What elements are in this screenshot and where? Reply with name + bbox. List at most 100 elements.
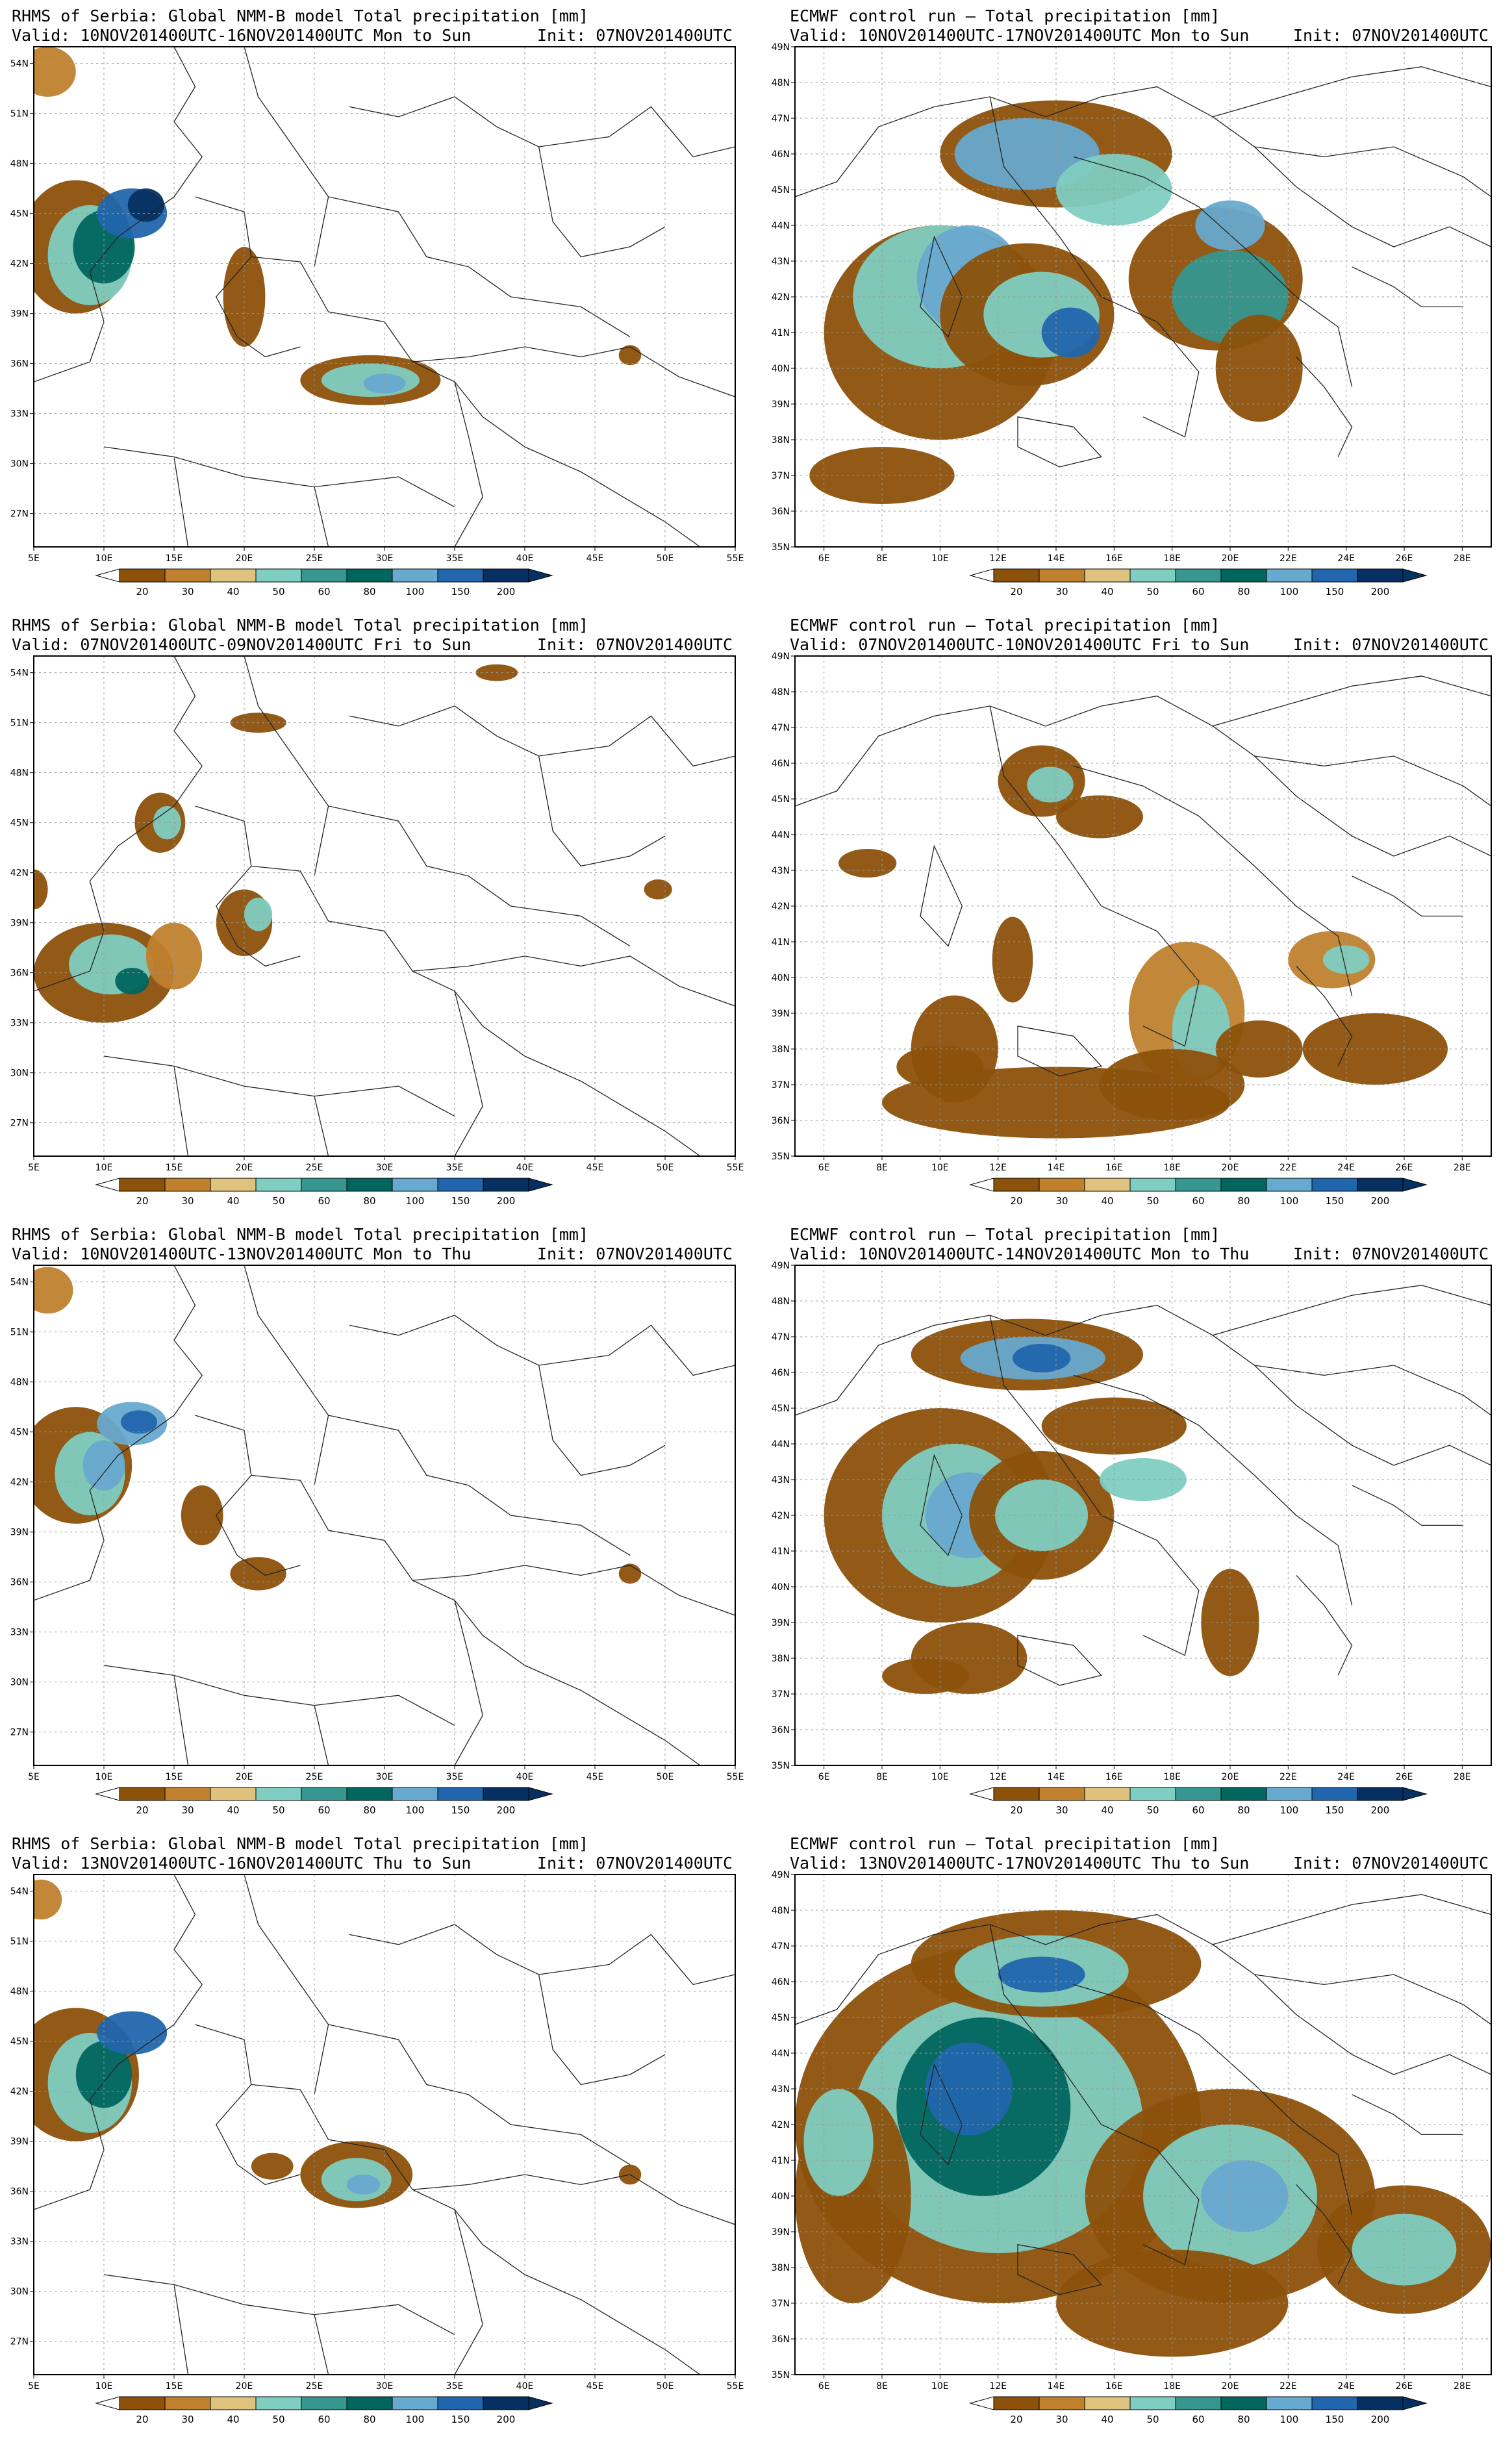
lat-tick-label: 41N [772,328,790,338]
lon-tick-label: 20E [236,2381,253,2392]
precip-area [34,1879,62,1920]
colorbar-label: 150 [451,2414,470,2425]
precip-area [34,869,48,910]
map-svg: 6E 8E 10E 12E 14E 16E 18E 20E 22E 24E 26E 28E 49N 48N… [772,1261,1492,1816]
lon-tick-label: 12E [989,1772,1007,1782]
lon-tick-label: 40E [516,553,534,564]
map-panel-p8: ECMWF control run – Total precipitation … [756,1828,1512,2437]
valid-period: Valid: 10NOV201400UTC-16NOV201400UTC Mon… [12,26,472,45]
lat-tick-label: 33N [10,1018,29,1029]
graticule: 5E 10E 15E 20E 25E 30E 35E 40E 45E 50E 55E 54N 51N 48… [10,1875,744,2392]
colorbar-swatch [437,1178,484,1192]
lat-tick-label: 39N [10,309,29,320]
map-frame [33,1265,736,1766]
colorbar-label: 100 [1280,586,1299,598]
lat-tick-label: 38N [772,1654,790,1664]
precip-area [954,118,1100,190]
lat-tick-label: 33N [10,409,29,420]
lat-tick-label: 46N [772,1368,790,1378]
colorbar-label: 50 [1146,1195,1159,1207]
lon-tick-label: 26E [1396,1163,1413,1173]
colorbar-label: 150 [451,586,470,598]
lat-tick-label: 42N [772,1511,790,1521]
lon-tick-label: 50E [657,553,674,564]
precip-area [115,967,149,995]
lon-tick-label: 20E [1222,1163,1239,1173]
precip-area [809,447,955,504]
lat-tick-label: 47N [772,114,790,124]
lat-tick-label: 45N [10,2037,29,2047]
precip-area [251,2153,294,2180]
colorbar-label: 200 [1371,586,1390,598]
panel-title: ECMWF control run – Total precipitation … [790,616,1220,635]
precip-area [838,849,897,878]
lon-tick-label: 26E [1396,2381,1413,2392]
precip-area [926,2042,1013,2136]
lon-tick-label: 25E [306,1772,323,1782]
panel-title: ECMWF control run – Total precipitation … [790,6,1220,25]
lon-tick-label: 28E [1454,1163,1471,1173]
country-borders [34,47,735,547]
colorbar-swatch [1220,1178,1267,1192]
lat-tick-label: 37N [772,471,790,481]
lat-tick-label: 35N [772,1761,790,1771]
init-time: Init: 07NOV201400UTC [536,26,733,45]
map-panel-p1: RHMS of Serbia: Global NMM-B model Total… [0,0,756,609]
lat-tick-label: 49N [772,42,790,53]
lat-tick-label: 30N [10,2287,29,2297]
colorbar-swatch [1084,568,1131,583]
lon-tick-label: 45E [586,2381,604,2392]
lon-tick-label: 12E [989,553,1007,564]
lat-tick-label: 30N [10,459,29,470]
precip-area [1056,154,1172,225]
colorbar-swatch [164,2396,211,2410]
colorbar-label: 80 [363,1195,375,1207]
country-borders [795,66,1491,468]
lat-tick-label: 37N [772,2299,790,2309]
precip-area [363,373,406,394]
colorbar-label: 80 [1237,1195,1250,1207]
colorbar-label: 30 [181,1804,194,1816]
colorbar-label: 80 [363,2414,375,2425]
lat-tick-label: 49N [772,1870,790,1880]
colorbar-label: 40 [227,1195,239,1207]
lat-tick-label: 45N [772,2013,790,2023]
colorbar-swatch [301,568,347,583]
precip-area [1027,766,1074,803]
valid-period: Valid: 07NOV201400UTC-09NOV201400UTC Fri… [12,635,472,654]
colorbar: 20 30 40 50 60 80 100 150 200 [95,2396,553,2425]
panel-title: RHMS of Serbia: Global NMM-B model Total… [12,1834,589,1853]
precipitation-field [795,1285,1491,1694]
colorbar-swatch [210,1787,257,1801]
lat-tick-label: 40N [772,2191,790,2202]
map-panel-p6: ECMWF control run – Total precipitation … [756,1218,1512,1828]
colorbar-swatch [1039,568,1085,583]
precip-area [153,806,181,840]
lon-tick-label: 16E [1105,2381,1123,2392]
colorbar-label: 100 [1280,2414,1299,2425]
lon-tick-label: 6E [818,1163,830,1173]
country-borders [34,1875,735,2375]
precipitation-field [795,676,1491,1139]
lat-tick-label: 51N [10,1328,29,1338]
map-svg: 5E 10E 15E 20E 25E 30E 35E 40E 45E 50E 55E 54N 51N 48… [10,46,744,598]
colorbar-label: 80 [1237,1804,1250,1816]
country-borders [795,676,1491,1077]
precipitation-field [795,66,1491,504]
lon-tick-label: 26E [1396,553,1413,564]
colorbar-label: 30 [1055,2414,1068,2425]
colorbar-label: 60 [1192,586,1204,598]
colorbar-swatch [346,568,393,583]
lon-tick-label: 35E [446,1163,464,1173]
lat-tick-label: 51N [10,1937,29,1947]
country-borders [34,656,735,1156]
colorbar-label: 30 [1055,1195,1068,1207]
lat-tick-label: 27N [10,509,29,520]
precip-area [1322,945,1370,974]
init-time: Init: 07NOV201400UTC [1292,1244,1489,1263]
lat-tick-label: 49N [772,1261,790,1271]
lat-tick-label: 45N [772,794,790,805]
lon-tick-label: 16E [1105,1163,1123,1173]
lon-tick-label: 24E [1337,553,1355,564]
lat-tick-label: 48N [772,1296,790,1307]
